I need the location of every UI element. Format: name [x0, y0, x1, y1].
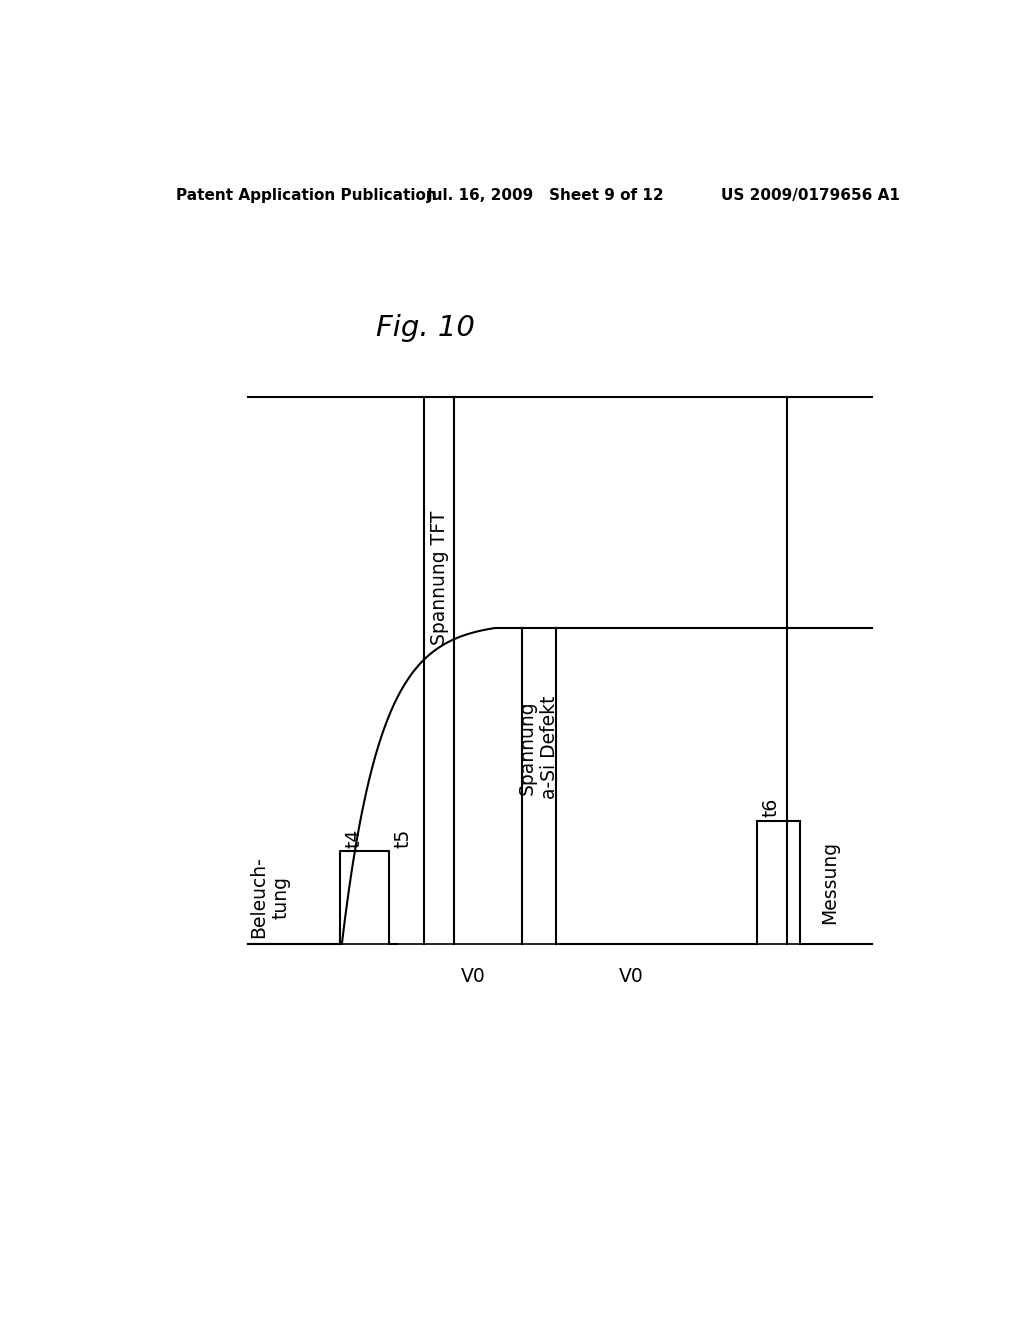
Text: t5: t5	[393, 829, 412, 847]
Text: US 2009/0179656 A1: US 2009/0179656 A1	[721, 187, 900, 203]
Text: Beleuch-
tung: Beleuch- tung	[249, 857, 291, 939]
Text: V0: V0	[618, 966, 643, 986]
Text: Patent Application Publication: Patent Application Publication	[176, 187, 437, 203]
Text: V0: V0	[461, 966, 485, 986]
Text: t4: t4	[344, 828, 364, 847]
Text: Spannung TFT: Spannung TFT	[430, 511, 449, 645]
Text: Messung: Messung	[820, 841, 839, 924]
Text: t6: t6	[761, 797, 780, 817]
Text: Jul. 16, 2009   Sheet 9 of 12: Jul. 16, 2009 Sheet 9 of 12	[426, 187, 664, 203]
Text: Spannung
a-Si Defekt: Spannung a-Si Defekt	[518, 696, 559, 799]
Text: Fig. 10: Fig. 10	[376, 314, 475, 342]
